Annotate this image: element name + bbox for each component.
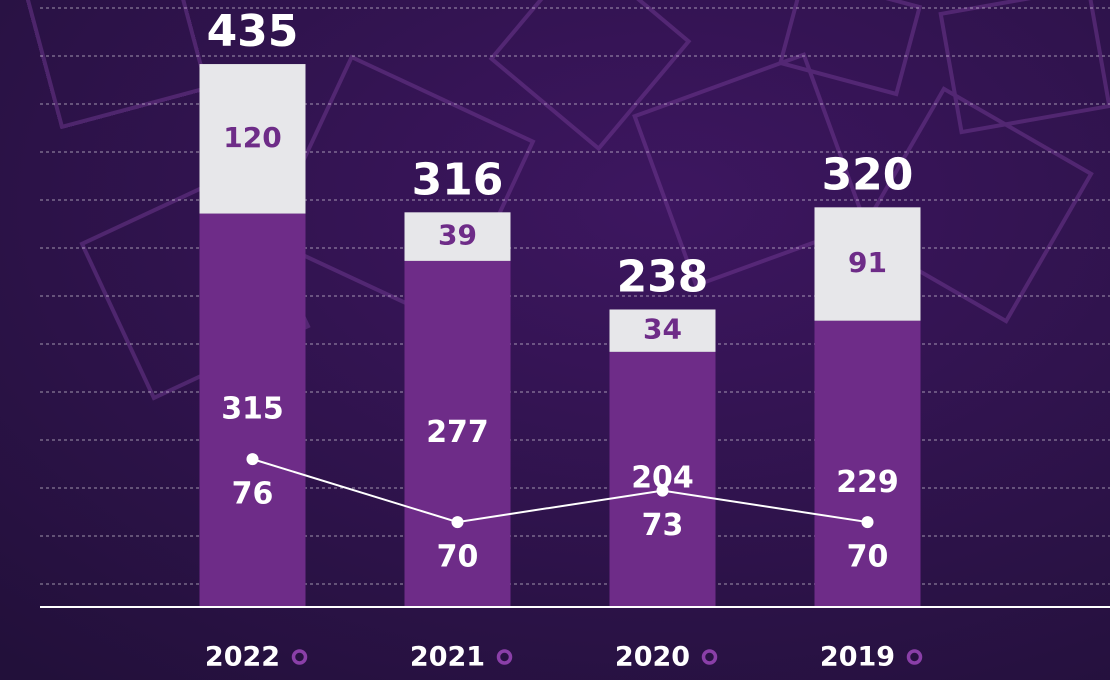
bar-segment <box>814 320 921 606</box>
value-label: 229 <box>836 465 899 500</box>
x-tick-label: 2020 <box>615 642 690 673</box>
bar-segment <box>199 64 306 214</box>
bar-segment <box>199 213 306 606</box>
total-label: 320 <box>822 149 914 200</box>
value-label: 315 <box>221 391 284 426</box>
value-label: 39 <box>438 219 477 252</box>
value-label: 91 <box>848 246 887 279</box>
category-icon <box>701 649 718 665</box>
category-icon <box>496 649 513 665</box>
bar-segment <box>609 309 716 352</box>
line-value-label: 70 <box>847 540 889 575</box>
x-tick-label: 2019 <box>820 642 895 673</box>
category-icon <box>291 649 308 665</box>
line <box>252 458 868 524</box>
line-value-label: 70 <box>437 540 479 575</box>
total-label: 238 <box>617 251 709 302</box>
background-lines <box>40 7 1110 585</box>
line-point <box>656 484 669 497</box>
bar-segment <box>404 260 511 606</box>
line-value-label: 76 <box>232 477 274 512</box>
bar-segment <box>609 351 716 606</box>
value-label: 120 <box>223 121 281 154</box>
x-tick-label: 2021 <box>410 642 485 673</box>
line-point <box>451 516 464 529</box>
value-label: 34 <box>643 313 682 346</box>
x-tick-label: 2022 <box>205 642 280 673</box>
line-value-label: 73 <box>642 508 684 543</box>
category-icon <box>906 649 923 665</box>
total-label: 316 <box>412 154 504 205</box>
line-point <box>861 516 874 529</box>
line-point <box>246 453 259 466</box>
total-label: 435 <box>207 6 299 57</box>
bar-segment <box>404 212 511 261</box>
value-label: 277 <box>426 415 489 450</box>
bar-segment <box>814 207 921 321</box>
